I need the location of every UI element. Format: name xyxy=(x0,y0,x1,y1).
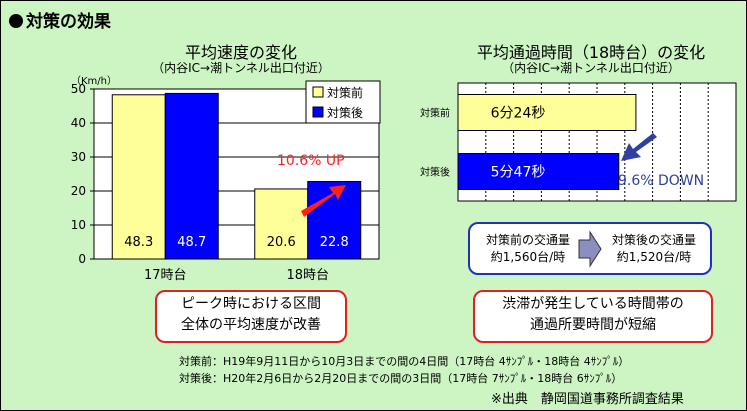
traffic-volume-box: 対策前の交通量 約1,560台/時 対策後の交通量 約1,520台/時 xyxy=(468,222,712,275)
speed-category-label: 17時台 xyxy=(144,268,187,283)
speed-category-label: 18時台 xyxy=(286,268,329,283)
right-chart-subtitle: （内谷IC→潮トンネル出口付近） xyxy=(502,61,680,75)
source-note: ※出典 静岡国道事務所調査結果 xyxy=(491,392,684,407)
note-before: 対策前：H19年9月11日から10月3日までの間の4日間（17時台 4ｻﾝﾌﾟﾙ… xyxy=(179,355,630,368)
bullet-icon xyxy=(9,14,23,28)
y-unit-label: （Km/h） xyxy=(71,75,117,87)
left-chart-subtitle: （内谷IC→潮トンネル出口付近） xyxy=(152,61,330,75)
speed-change-label: 10.6% UP xyxy=(277,153,345,169)
legend-label-after: 対策後 xyxy=(327,106,363,120)
right-chart-title: 平均通過時間（18時台）の変化 xyxy=(476,43,706,62)
speed-callout-line-2: 全体の平均速度が改善 xyxy=(181,317,321,333)
legend-swatch-after xyxy=(312,106,324,118)
speed-bar-value-label: 48.3 xyxy=(124,235,153,250)
speed-bar xyxy=(111,94,166,260)
speed-legend: 対策前 対策後 xyxy=(305,80,381,124)
traffic-after-label: 対策後の交通量 xyxy=(611,233,696,247)
up-arrow-icon xyxy=(301,185,346,217)
speed-bar-value-label: 22.8 xyxy=(320,235,349,250)
speed-bar-value-label: 20.6 xyxy=(267,235,296,250)
speed-tick-label: 40 xyxy=(71,116,86,130)
speed-bar xyxy=(164,92,219,260)
down-arrow-icon xyxy=(621,133,657,161)
traffic-before-label: 対策前の交通量 xyxy=(485,233,570,247)
traffic-after: 対策後の交通量 約1,520台/時 xyxy=(602,232,706,266)
time-bar-value-label: 5分47秒 xyxy=(491,165,546,181)
speed-tick-label: 10 xyxy=(71,218,86,232)
traffic-after-value: 約1,520台/時 xyxy=(616,250,692,264)
speed-tick-label: 30 xyxy=(71,150,86,164)
time-bar xyxy=(457,153,620,190)
speed-bar-value-label: 48.7 xyxy=(177,235,206,250)
time-category-label: 対策前 xyxy=(420,107,450,120)
speed-tick-label: 20 xyxy=(71,184,86,198)
right-arrow-icon xyxy=(578,230,602,268)
speed-tick-label: 0 xyxy=(78,252,86,266)
time-category-label: 対策後 xyxy=(420,166,450,179)
left-chart-title: 平均速度の変化 xyxy=(184,43,297,62)
legend-label-before: 対策前 xyxy=(327,85,363,100)
legend-swatch-before xyxy=(312,86,324,98)
traffic-before: 対策前の交通量 約1,560台/時 xyxy=(476,232,580,266)
time-change-label: 9.6% DOWN xyxy=(618,173,704,189)
page-heading: 対策の効果 xyxy=(9,7,111,32)
time-callout-line-1: 渋滞が発生している時間帯の xyxy=(502,296,684,312)
traffic-before-value: 約1,560台/時 xyxy=(490,250,566,264)
note-after: 対策後：H20年2月6日から2月20日までの間の3日間（17時台 7ｻﾝﾌﾟﾙ・… xyxy=(179,372,623,385)
time-callout: 渋滞が発生している時間帯の 通過所要時間が短縮 xyxy=(473,290,713,343)
heading-text: 対策の効果 xyxy=(26,12,111,32)
speed-callout: ピーク時における区間 全体の平均速度が改善 xyxy=(155,290,347,343)
time-bar-value-label: 6分24秒 xyxy=(491,106,546,122)
time-bar xyxy=(457,94,637,131)
speed-tick-label: 50 xyxy=(71,82,86,96)
time-callout-line-2: 通過所要時間が短縮 xyxy=(530,317,656,333)
speed-callout-line-1: ピーク時における区間 xyxy=(181,296,321,312)
